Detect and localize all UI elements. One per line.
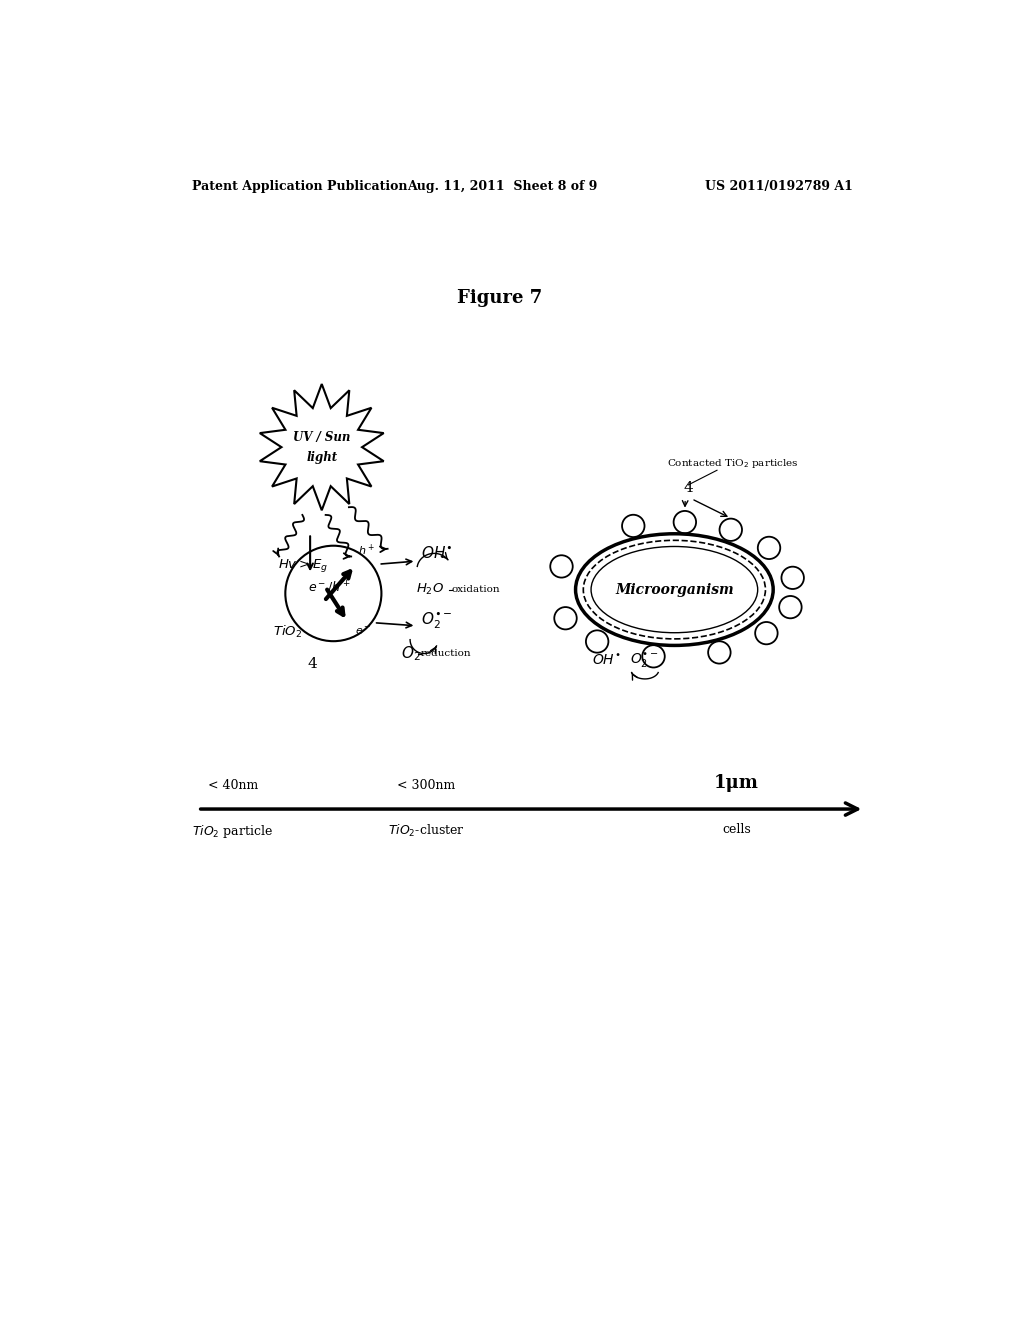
Polygon shape <box>260 384 384 511</box>
Text: $H_2O$: $H_2O$ <box>417 582 444 597</box>
Text: reduction: reduction <box>421 649 472 657</box>
Text: UV / Sun: UV / Sun <box>293 430 350 444</box>
Text: cells: cells <box>722 822 751 836</box>
Text: $O_2^{\bullet-}$: $O_2^{\bullet-}$ <box>421 610 453 631</box>
Text: $TiO_2$-cluster: $TiO_2$-cluster <box>388 822 465 840</box>
Text: $Hv>E_g$: $Hv>E_g$ <box>278 557 328 574</box>
Text: $TiO_2$: $TiO_2$ <box>273 624 302 640</box>
Text: 1μm: 1μm <box>714 774 759 792</box>
Text: < 300nm: < 300nm <box>397 779 456 792</box>
Text: $O_2^{\bullet-}$: $O_2^{\bullet-}$ <box>631 651 659 669</box>
Text: Figure 7: Figure 7 <box>458 289 543 308</box>
Text: $OH^{\bullet}$: $OH^{\bullet}$ <box>421 545 453 561</box>
Text: Patent Application Publication: Patent Application Publication <box>191 180 408 193</box>
Text: Aug. 11, 2011  Sheet 8 of 9: Aug. 11, 2011 Sheet 8 of 9 <box>407 180 597 193</box>
Text: 4: 4 <box>307 656 317 671</box>
Text: $e^-$: $e^-$ <box>355 626 372 638</box>
Text: $OH^{\bullet}$: $OH^{\bullet}$ <box>592 653 621 668</box>
Text: $h^+$: $h^+$ <box>358 543 375 558</box>
Text: $e^-/h^+$: $e^-/h^+$ <box>308 579 351 597</box>
Text: oxidation: oxidation <box>452 585 501 594</box>
Text: light: light <box>306 450 337 463</box>
Text: < 40nm: < 40nm <box>208 779 258 792</box>
Text: Contacted TiO$_2$ particles: Contacted TiO$_2$ particles <box>667 457 799 470</box>
Text: $TiO_2$ particle: $TiO_2$ particle <box>193 822 273 840</box>
Text: 4: 4 <box>683 480 693 495</box>
Text: US 2011/0192789 A1: US 2011/0192789 A1 <box>706 180 853 193</box>
Text: $O_2$: $O_2$ <box>400 644 421 663</box>
Text: Microorganism: Microorganism <box>615 582 733 597</box>
